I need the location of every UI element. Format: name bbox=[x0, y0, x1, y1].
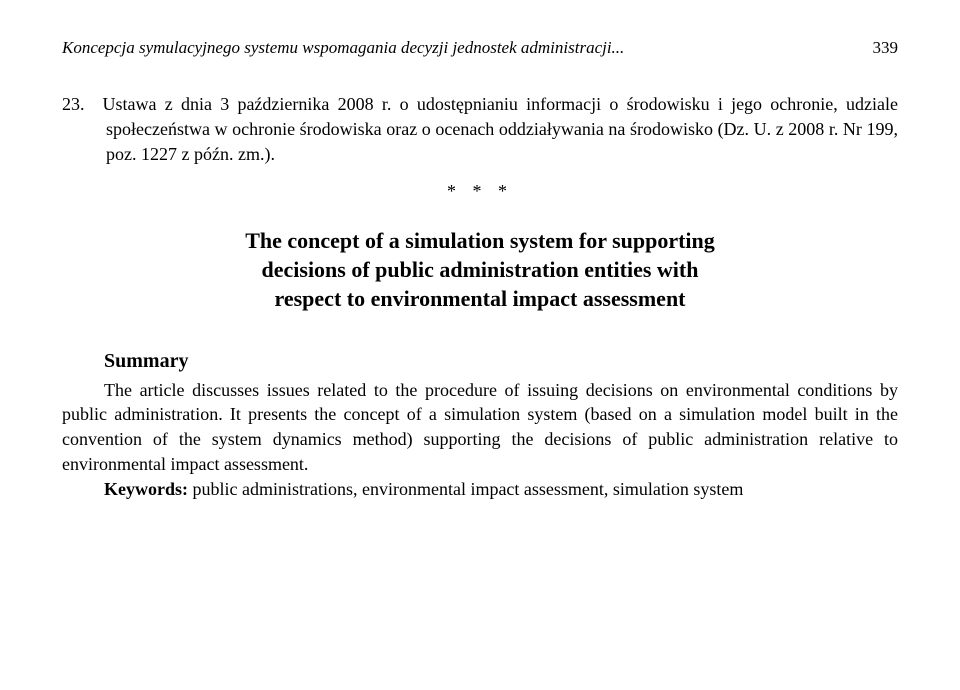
title-line-2: decisions of public administration entit… bbox=[140, 255, 820, 284]
section-separator: * * * bbox=[62, 179, 898, 205]
summary-paragraph: The article discusses issues related to … bbox=[62, 378, 898, 477]
keywords-text: public administrations, environmental im… bbox=[188, 479, 743, 499]
keywords-label: Keywords: bbox=[104, 479, 188, 499]
article-title: The concept of a simulation system for s… bbox=[140, 226, 820, 313]
bibliography-item: 23. Ustawa z dnia 3 października 2008 r.… bbox=[62, 92, 898, 166]
running-title: Koncepcja symulacyjnego systemu wspomaga… bbox=[62, 36, 624, 60]
title-line-3: respect to environmental impact assessme… bbox=[140, 284, 820, 313]
keywords-paragraph: Keywords: public administrations, enviro… bbox=[62, 477, 898, 502]
page-number: 339 bbox=[873, 36, 899, 60]
running-header: Koncepcja symulacyjnego systemu wspomaga… bbox=[62, 36, 898, 60]
title-line-1: The concept of a simulation system for s… bbox=[140, 226, 820, 255]
summary-heading: Summary bbox=[104, 347, 898, 375]
